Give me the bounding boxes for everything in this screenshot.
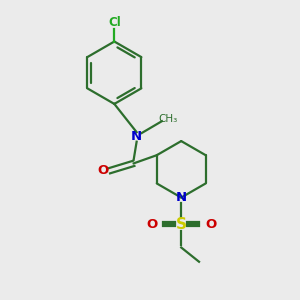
Text: N: N bbox=[176, 191, 187, 204]
Text: N: N bbox=[131, 130, 142, 143]
Text: O: O bbox=[97, 164, 108, 177]
Text: O: O bbox=[205, 218, 216, 231]
Text: S: S bbox=[176, 217, 187, 232]
Text: Cl: Cl bbox=[108, 16, 121, 29]
Text: CH₃: CH₃ bbox=[159, 114, 178, 124]
Text: O: O bbox=[146, 218, 158, 231]
